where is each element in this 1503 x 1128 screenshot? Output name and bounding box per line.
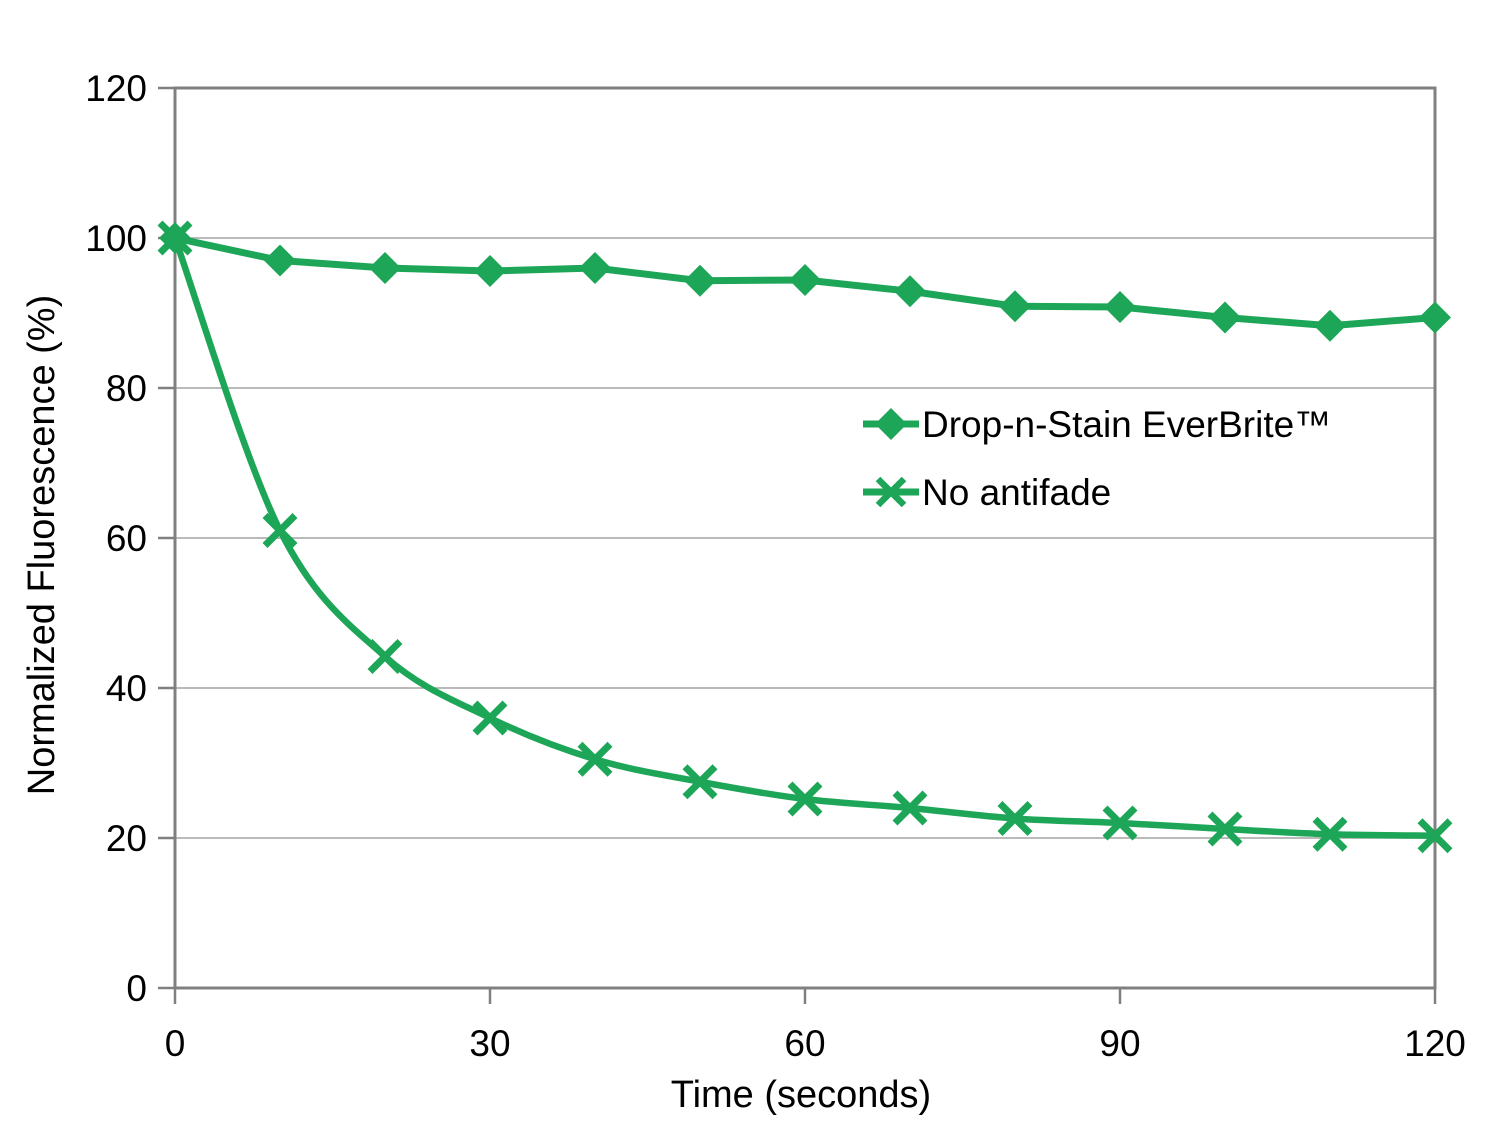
data-point-diamond <box>579 252 611 284</box>
y-tick-label: 80 <box>106 368 147 409</box>
legend-label-no-antifade: No antifade <box>922 471 1112 513</box>
y-tick-label: 0 <box>126 968 147 1009</box>
legend-item-everbrite: Drop-n-Stain EverBrite™ <box>862 404 1331 444</box>
data-point-diamond <box>1209 301 1241 334</box>
y-tick-label: 40 <box>106 668 147 709</box>
x-tick-label: 120 <box>1404 1023 1466 1064</box>
data-point-x <box>997 801 1033 836</box>
x-tick-label: 30 <box>469 1023 510 1064</box>
data-point-x <box>787 781 823 817</box>
x-tick-label: 90 <box>1099 1023 1140 1064</box>
legend: Drop-n-Stain EverBrite™ No antifade <box>862 404 1331 512</box>
data-point-x <box>682 764 718 800</box>
y-tick-label: 100 <box>85 218 147 259</box>
y-tick-label: 60 <box>106 518 147 559</box>
data-point-diamond <box>369 252 401 284</box>
series-line-1 <box>171 234 1439 839</box>
x-axis-title: Time (seconds) <box>670 1074 932 1116</box>
data-point-diamond <box>999 290 1031 323</box>
data-point-x <box>367 639 403 674</box>
data-point-diamond <box>1104 291 1136 323</box>
data-point-x <box>472 700 508 736</box>
data-point-diamond <box>1419 301 1451 334</box>
x-tick-label: 0 <box>165 1023 186 1064</box>
data-point-x <box>1207 811 1243 847</box>
x-marker-icon <box>863 476 919 508</box>
plot-border <box>173 86 1437 990</box>
y-tick-label: 120 <box>85 68 147 109</box>
data-point-x <box>1312 816 1348 852</box>
y-axis-title: Normalized Fluorescence (%) <box>21 294 63 796</box>
data-point-x <box>1417 818 1453 854</box>
diamond-marker-icon <box>863 408 919 440</box>
data-point-x <box>892 790 928 826</box>
data-point-x <box>157 220 193 256</box>
data-point-diamond <box>789 264 821 296</box>
data-point-x <box>262 513 298 548</box>
legend-label-everbrite: Drop-n-Stain EverBrite™ <box>922 403 1332 445</box>
data-point-diamond <box>894 275 926 308</box>
data-point-diamond <box>1314 309 1346 342</box>
data-point-diamond <box>474 255 506 287</box>
data-point-diamond <box>264 244 296 277</box>
data-point-diamond <box>684 264 716 297</box>
data-point-x <box>1102 805 1138 841</box>
x-tick-label: 60 <box>784 1023 825 1064</box>
y-tick-label: 20 <box>106 818 147 859</box>
data-point-x <box>577 741 613 777</box>
legend-item-no-antifade: No antifade <box>862 472 1331 512</box>
